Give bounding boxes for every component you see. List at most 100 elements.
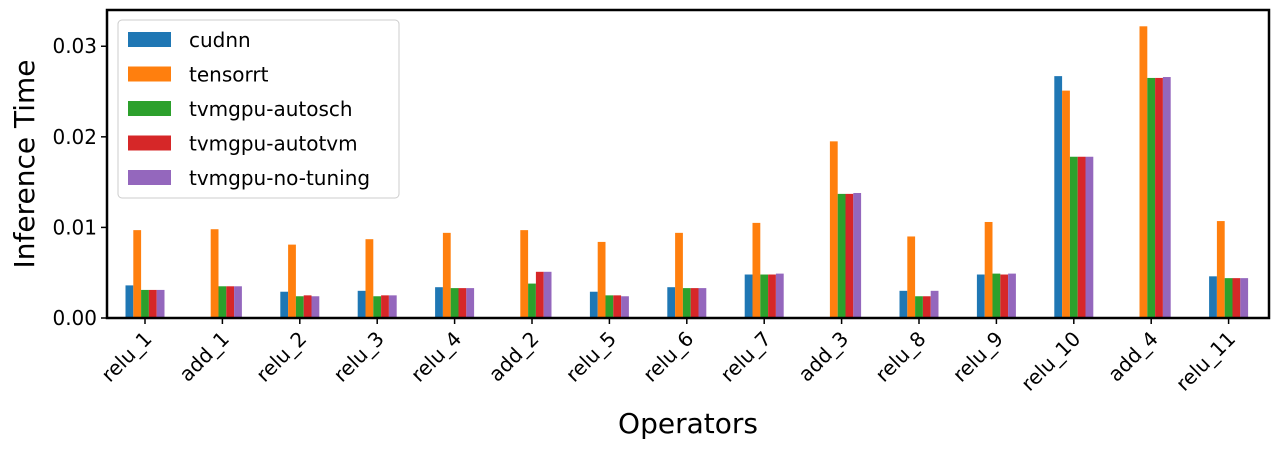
bar-tvmgpu-autosch-add_4: [1147, 77, 1156, 318]
bar-tvmgpu-no-tuning-relu_9: [1008, 273, 1016, 318]
y-tick-label: 0.03: [52, 34, 97, 58]
bar-tvmgpu-no-tuning-add_4: [1162, 77, 1171, 318]
x-axis-ticks: relu_1 add_1 relu_2 relu_3 relu_4 add_2 relu_5…: [96, 318, 1240, 396]
bar-tensorrt-relu_1: [133, 230, 142, 318]
x-tick-label: relu_5: [561, 327, 621, 387]
bar-tvmgpu-no-tuning-relu_11: [1240, 278, 1249, 318]
legend-box: [117, 19, 400, 199]
bar-tvmgpu-autotvm-relu_10: [1077, 156, 1086, 318]
bar-tvmgpu-autosch-add_2: [528, 283, 536, 318]
bar-cudnn-relu_2: [280, 291, 289, 318]
bar-tensorrt-relu_3: [365, 239, 374, 318]
bar-cudnn-relu_11: [1209, 276, 1217, 318]
x-tick-label: relu_4: [406, 327, 466, 387]
bar-tvmgpu-autotvm-add_2: [535, 271, 544, 318]
bar-tvmgpu-autotvm-relu_3: [381, 295, 389, 318]
x-tick-label: relu_7: [716, 327, 776, 387]
bar-tvmgpu-no-tuning-relu_3: [388, 295, 397, 318]
y-tick-label: 0.01: [52, 215, 97, 239]
bar-tensorrt-relu_6: [675, 232, 683, 318]
bar-cudnn-relu_10: [1054, 76, 1063, 318]
bar-tvmgpu-no-tuning-relu_6: [698, 288, 707, 318]
bar-cudnn-relu_1: [125, 285, 134, 318]
bar-tensorrt-relu_7: [752, 222, 761, 318]
bar-tvmgpu-no-tuning-relu_1: [156, 289, 165, 318]
y-tick-label: 0.02: [52, 125, 97, 149]
x-tick-label: relu_8: [870, 327, 930, 387]
bar-tensorrt-relu_9: [984, 221, 993, 318]
y-axis-title: Inference Time: [8, 59, 41, 268]
bar-tvmgpu-autotvm-relu_6: [690, 288, 699, 318]
bar-tvmgpu-autotvm-add_1: [226, 286, 235, 318]
bar-tensorrt-add_1: [210, 229, 219, 318]
x-tick-label: relu_6: [638, 327, 698, 387]
bar-tvmgpu-autotvm-relu_7: [768, 274, 776, 318]
bar-tvmgpu-autotvm-relu_2: [303, 295, 312, 318]
bar-tensorrt-relu_5: [597, 241, 606, 318]
x-tick-label: add_2: [484, 327, 544, 387]
y-axis-ticks: 0.00 0.01 0.02 0.03: [52, 34, 107, 330]
bar-tvmgpu-autotvm-relu_11: [1232, 278, 1241, 318]
legend-swatch-tvmgpu-autotvm: [128, 135, 171, 151]
bar-tvmgpu-autosch-relu_3: [373, 296, 382, 318]
bar-tvmgpu-autotvm-add_3: [845, 193, 854, 318]
bar-tvmgpu-no-tuning-relu_10: [1085, 156, 1094, 318]
bar-tvmgpu-autosch-relu_5: [605, 295, 614, 318]
bar-tvmgpu-autosch-add_3: [837, 193, 846, 318]
bar-tvmgpu-autotvm-relu_8: [922, 296, 931, 318]
bar-tvmgpu-no-tuning-add_2: [543, 271, 552, 318]
bar-cudnn-relu_5: [589, 291, 598, 318]
bar-tvmgpu-autotvm-relu_4: [458, 288, 467, 318]
bar-tvmgpu-no-tuning-relu_2: [311, 296, 320, 318]
bar-tvmgpu-autosch-relu_7: [760, 274, 769, 318]
bar-tensorrt-add_3: [829, 141, 838, 318]
legend-swatch-cudnn: [128, 32, 171, 47]
bar-tvmgpu-autosch-add_1: [218, 286, 227, 318]
bar-tensorrt-relu_2: [288, 244, 296, 318]
x-tick-label: add_1: [174, 327, 234, 387]
legend-swatch-tvmgpu-autosch: [128, 101, 171, 116]
bar-tvmgpu-autosch-relu_9: [992, 273, 1001, 318]
x-tick-label: relu_3: [329, 327, 389, 387]
bar-cudnn-relu_3: [357, 290, 366, 318]
bar-tvmgpu-autosch-relu_10: [1069, 156, 1078, 318]
bar-tvmgpu-autosch-relu_2: [295, 296, 304, 318]
x-tick-label: relu_11: [1171, 327, 1240, 396]
legend-label-tvmgpu-autosch: tvmgpu-autosch: [189, 97, 353, 121]
bar-tvmgpu-autotvm-relu_9: [1000, 274, 1009, 318]
bar-tvmgpu-autotvm-relu_5: [613, 295, 622, 318]
bar-tvmgpu-no-tuning-relu_4: [466, 288, 475, 318]
legend-label-tensorrt: tensorrt: [189, 63, 269, 87]
x-tick-label: relu_1: [96, 327, 156, 387]
bar-tvmgpu-no-tuning-add_1: [234, 286, 242, 318]
x-tick-label: relu_2: [251, 327, 311, 387]
bars-layer: [125, 26, 1249, 319]
bar-cudnn-relu_4: [435, 287, 443, 318]
legend-label-tvmgpu-no-tuning: tvmgpu-no-tuning: [189, 166, 370, 190]
bar-tensorrt-relu_8: [907, 236, 916, 318]
bar-tvmgpu-autosch-relu_11: [1224, 278, 1233, 318]
bar-tvmgpu-no-tuning-relu_8: [930, 290, 939, 318]
bar-tvmgpu-autotvm-relu_1: [148, 289, 157, 318]
bar-tensorrt-relu_10: [1062, 90, 1070, 319]
bar-cudnn-relu_7: [744, 274, 753, 318]
bar-tensorrt-relu_11: [1216, 221, 1225, 318]
plot-frame: [105, 8, 1271, 320]
bar-tensorrt-add_2: [520, 230, 529, 318]
legend: cudnn tensorrt tvmgpu-autosch tvmgpu-autotv…: [117, 19, 400, 199]
bar-tvmgpu-no-tuning-relu_7: [775, 273, 784, 318]
legend-label-cudnn: cudnn: [189, 28, 251, 52]
bar-tvmgpu-no-tuning-relu_5: [621, 296, 629, 318]
x-tick-label: relu_9: [948, 327, 1008, 387]
x-tick-label: add_3: [793, 327, 853, 387]
bar-tvmgpu-autotvm-add_4: [1155, 77, 1163, 318]
legend-swatch-tensorrt: [128, 66, 171, 82]
bar-tensorrt-add_4: [1139, 26, 1148, 319]
bar-tvmgpu-autosch-relu_4: [450, 288, 459, 318]
legend-swatch-tvmgpu-no-tuning: [128, 170, 171, 185]
bar-tensorrt-relu_4: [442, 232, 451, 318]
x-tick-label: relu_10: [1016, 327, 1085, 396]
x-axis-title: Operators: [618, 407, 758, 440]
x-tick-label: add_4: [1103, 327, 1163, 387]
